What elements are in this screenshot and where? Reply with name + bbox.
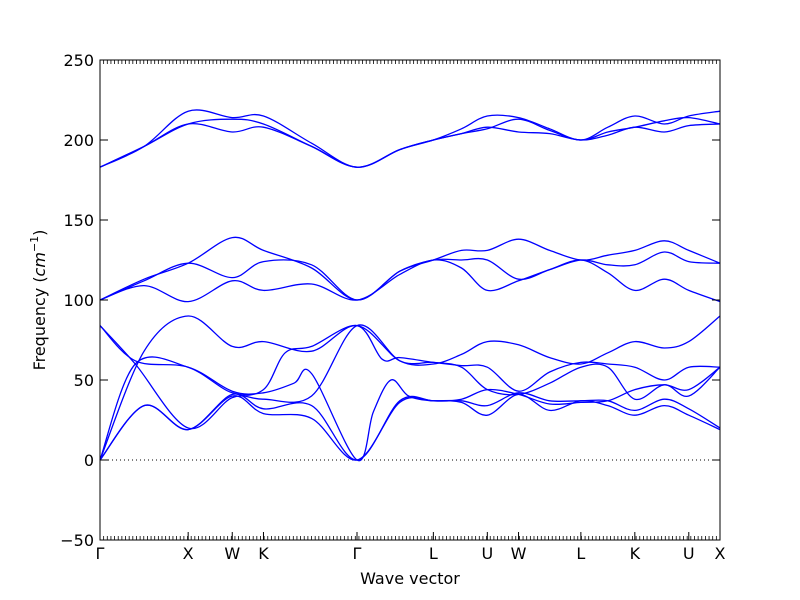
band-line-12 bbox=[99, 109, 721, 168]
x-tick-label: X bbox=[183, 544, 194, 563]
x-tick-label: X bbox=[715, 544, 726, 563]
x-tick-label: W bbox=[224, 544, 240, 563]
y-tick-label: 50 bbox=[74, 371, 94, 390]
x-tick-label: U bbox=[481, 544, 493, 563]
y-axis: −50 0 50 100 150 200 250 bbox=[60, 51, 720, 550]
y-axis-title: Frequency (cm−1) bbox=[28, 230, 49, 371]
x-axis-title: Wave vector bbox=[360, 569, 460, 588]
band-line-7 bbox=[99, 259, 721, 303]
y-tick-label: −50 bbox=[60, 531, 94, 550]
band-line-2 bbox=[99, 392, 721, 461]
band-line-6 bbox=[99, 315, 721, 461]
x-tick-label: Γ bbox=[96, 544, 105, 563]
x-tick-label: Γ bbox=[353, 544, 362, 563]
band-line-10 bbox=[99, 122, 721, 168]
y-axis-unit-exp: −1 bbox=[28, 236, 41, 252]
y-tick-label: 100 bbox=[63, 291, 94, 310]
band-line-1 bbox=[99, 393, 721, 461]
x-tick-label: U bbox=[683, 544, 695, 563]
y-tick-label: 200 bbox=[63, 131, 94, 150]
y-axis-unit: cm bbox=[30, 252, 49, 276]
x-tick-label: K bbox=[258, 544, 269, 563]
band-line-3 bbox=[99, 356, 721, 462]
band-line-5 bbox=[99, 324, 721, 396]
y-tick-label: 0 bbox=[84, 451, 94, 470]
x-tick-label: W bbox=[511, 544, 527, 563]
band-line-8 bbox=[99, 251, 721, 301]
plot-area bbox=[99, 109, 721, 462]
y-axis-title-text: Frequency bbox=[30, 288, 49, 371]
x-tick-label: L bbox=[576, 544, 585, 563]
band-line-9 bbox=[99, 236, 721, 301]
x-tick-label: K bbox=[630, 544, 641, 563]
band-line-11 bbox=[99, 116, 721, 168]
x-tick-label: L bbox=[429, 544, 438, 563]
y-tick-label: 250 bbox=[63, 51, 94, 70]
y-tick-label: 150 bbox=[63, 211, 94, 230]
